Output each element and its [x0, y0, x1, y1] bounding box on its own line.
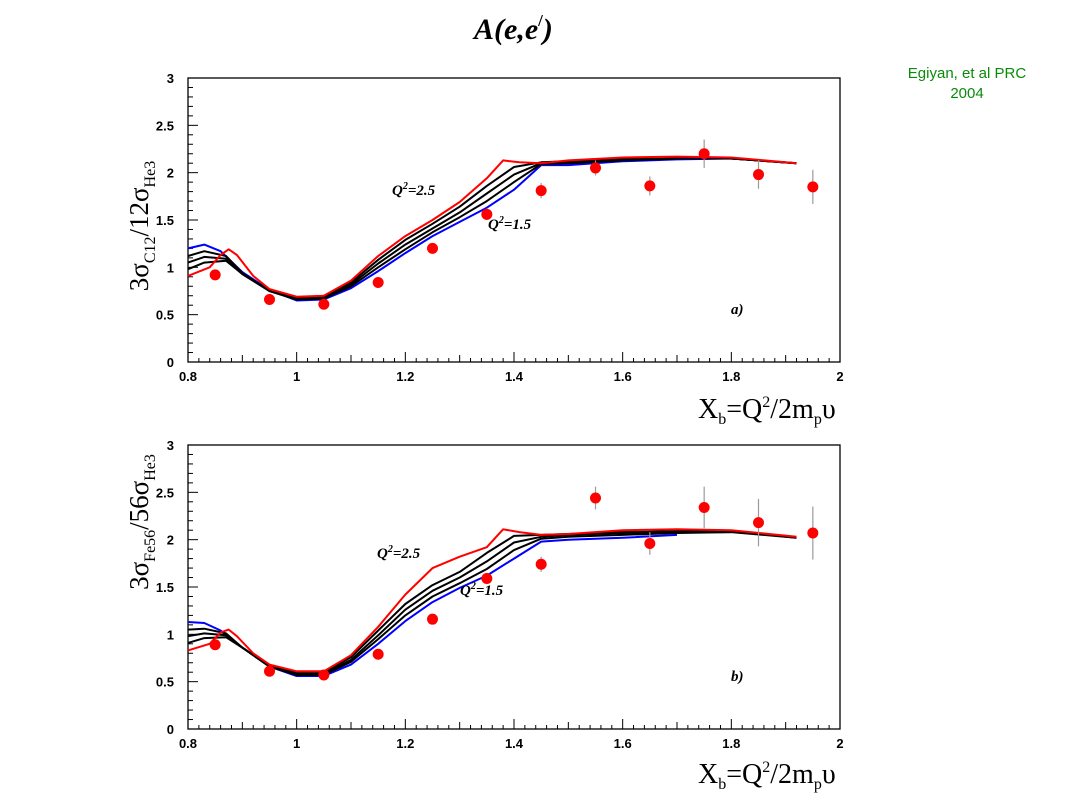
y-tick-label: 0.5: [156, 308, 174, 323]
x-tick-label: 1.6: [614, 736, 632, 751]
model-curve-4: [187, 155, 797, 298]
data-point: [590, 162, 601, 174]
x-tick-label: 1.2: [396, 369, 414, 384]
y-tick-label: 2: [167, 166, 174, 181]
data-point: [372, 276, 384, 288]
y-tick-label: 0: [167, 355, 174, 370]
data-point: [209, 269, 221, 281]
x-tick-label: 2: [836, 369, 843, 384]
y-axis-label-a: 3σC12/12σHe3: [124, 161, 159, 291]
model-curve-0: [187, 533, 678, 677]
data-point: [807, 181, 819, 193]
data-point: [535, 185, 547, 197]
data-point: [481, 208, 493, 220]
x-tick-label: 1: [293, 369, 300, 384]
q2-low-annotation-b: Q2=1.5: [460, 581, 504, 599]
model-curve-3: [187, 530, 797, 675]
citation: Egiyan, et al PRC 2004: [882, 64, 1052, 104]
model-curves-b: [187, 528, 797, 677]
data-point: [427, 242, 438, 254]
citation-line-1: Egiyan, et al PRC: [907, 65, 1027, 82]
model-curves-a: [187, 155, 797, 302]
x-tick-label: 2: [836, 736, 843, 751]
panel-b: 0.8 1 1.2 1.4 1.6 1.8 2 0 0.5 1 1.5 2 2.5 3 3σFe56/56…: [124, 438, 844, 793]
y-tick-label: 0.5: [156, 675, 174, 690]
data-point: [535, 558, 547, 570]
y-tick-label: 1.5: [156, 580, 174, 595]
x-tick-label: 1: [293, 736, 300, 751]
x-tick-label: 0.8: [179, 736, 197, 751]
data-point: [590, 492, 601, 504]
data-point: [807, 527, 819, 539]
y-tick-label: 2.5: [156, 485, 174, 500]
panel-label-b: b): [731, 669, 744, 685]
q2-high-annotation-a: Q2=2.5: [392, 181, 436, 199]
x-axis-label-a: Xb=Q2/2mpυ: [698, 394, 836, 428]
x-tick-label: 1.2: [396, 736, 414, 751]
y-tick-label: 2: [167, 533, 174, 548]
panel-a: 0.8 1 1.2 1.4 1.6 1.8 2 0 0.5 1 1.5 2 2.5 3 3σC12/12σ…: [124, 71, 844, 428]
data-point: [427, 613, 438, 625]
x-tick-label: 1.8: [722, 736, 740, 751]
y-tick-label: 1.5: [156, 213, 174, 228]
data-point: [481, 572, 493, 584]
x-tick-label: 1.4: [505, 736, 524, 751]
citation-line-2: 2004: [950, 85, 984, 102]
data-point: [318, 669, 330, 681]
y-tick-label: 3: [167, 438, 174, 453]
y-axis-label-b: 3σFe56/56σHe3: [124, 454, 159, 590]
axis-ticks-a: 0.8 1 1.2 1.4 1.6 1.8 2 0 0.5 1 1.5 2 2.5 3: [156, 71, 844, 384]
model-curve-3: [187, 157, 797, 300]
x-tick-label: 0.8: [179, 369, 197, 384]
data-points-b: [209, 486, 819, 681]
q2-high-annotation-b: Q2=2.5: [377, 544, 421, 562]
data-point: [372, 648, 384, 660]
x-axis-label-b: Xb=Q2/2mpυ: [698, 759, 836, 793]
data-point: [209, 639, 221, 651]
model-curve-2: [187, 531, 797, 676]
axis-ticks-b: 0.8 1 1.2 1.4 1.6 1.8 2 0 0.5 1 1.5 2 2.5 3: [156, 438, 844, 751]
plot-frame-b: [187, 444, 841, 730]
data-point: [264, 294, 275, 306]
data-point: [698, 148, 710, 160]
y-tick-label: 1: [167, 627, 174, 642]
data-point: [698, 501, 710, 513]
q2-low-annotation-a: Q2=1.5: [488, 215, 532, 233]
x-tick-label: 1.8: [722, 369, 740, 384]
data-point: [318, 298, 330, 310]
y-tick-label: 0: [167, 722, 174, 737]
y-tick-label: 1: [167, 260, 174, 275]
y-tick-label: 2.5: [156, 118, 174, 133]
data-point: [644, 537, 656, 549]
data-point: [644, 180, 656, 192]
x-tick-label: 1.6: [614, 369, 632, 384]
model-curve-4: [187, 528, 797, 673]
y-tick-label: 3: [167, 71, 174, 86]
data-point: [264, 665, 275, 677]
x-tick-label: 1.4: [505, 369, 524, 384]
data-point: [753, 517, 764, 529]
data-points-a: [209, 139, 819, 310]
chart-title: A(e,e/): [472, 11, 553, 46]
data-point: [753, 169, 764, 181]
panel-label-a: a): [731, 302, 744, 318]
